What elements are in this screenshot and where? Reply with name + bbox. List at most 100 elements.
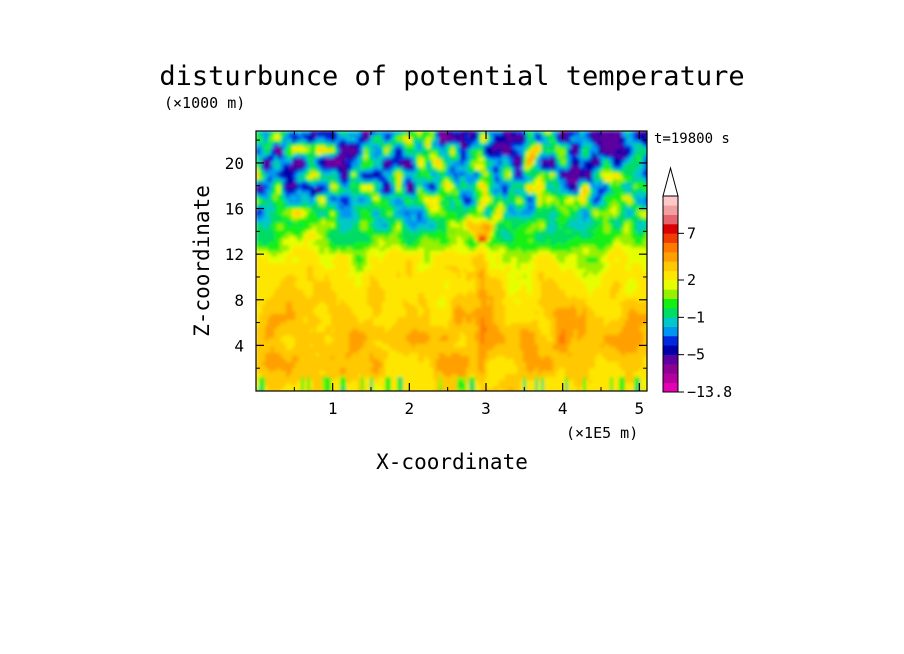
heatmap-cell [280,134,284,138]
heatmap-cell [403,338,407,342]
heatmap-cell [289,281,293,285]
heatmap-cell [265,239,269,243]
heatmap-cell [397,185,401,189]
heatmap-cell [325,266,329,270]
heatmap-cell [340,224,344,228]
heatmap-cell [313,335,317,339]
heatmap-cell [376,350,380,354]
heatmap-cell [424,236,428,240]
heatmap-cell [346,257,350,261]
heatmap-cell [304,326,308,330]
heatmap-cell [337,305,341,309]
heatmap-cell [322,353,326,357]
heatmap-cell [349,158,353,162]
heatmap-cell [289,161,293,165]
heatmap-cell [292,305,296,309]
heatmap-cell [280,140,284,144]
heatmap-cell [304,227,308,231]
heatmap-cell [400,251,404,255]
heatmap-cell [328,335,332,339]
heatmap-cell [325,143,329,147]
heatmap-cell [391,281,395,285]
heatmap-cell [292,344,296,348]
heatmap-cell [337,146,341,150]
heatmap-cell [301,251,305,255]
heatmap-cell [349,362,353,366]
heatmap-cell [298,182,302,186]
heatmap-cell [316,266,320,270]
heatmap-cell [364,377,368,381]
heatmap-cell [289,167,293,171]
heatmap-cell [391,254,395,258]
heatmap-cell [409,227,413,231]
heatmap-cell [409,305,413,309]
heatmap-cell [286,257,290,261]
heatmap-cell [337,143,341,147]
heatmap-cell [307,302,311,306]
heatmap-cell [319,275,323,279]
heatmap-cell [292,353,296,357]
heatmap-cell [424,239,428,243]
heatmap-cell [340,146,344,150]
heatmap-cell [421,287,425,291]
heatmap-cell [406,191,410,195]
heatmap-cell [319,296,323,300]
heatmap-cell [286,158,290,162]
heatmap-cell [286,383,290,387]
heatmap-cell [301,218,305,222]
heatmap-cell [331,170,335,174]
heatmap-cell [289,377,293,381]
heatmap-cell [304,359,308,363]
heatmap-cell [373,275,377,279]
heatmap-cell [346,338,350,342]
heatmap-cell [358,218,362,222]
heatmap-cell [268,230,272,234]
heatmap-cell [298,359,302,363]
heatmap-cell [316,185,320,189]
heatmap-cell [301,365,305,369]
heatmap-cell [298,314,302,318]
heatmap-cell [412,140,416,144]
heatmap-cell [385,236,389,240]
heatmap-cell [412,215,416,219]
heatmap-cell [328,290,332,294]
heatmap-cell [328,272,332,276]
heatmap-cell [325,167,329,171]
heatmap-cell [418,197,422,201]
heatmap-cell [331,266,335,270]
heatmap-cell [346,200,350,204]
heatmap-cell [331,158,335,162]
heatmap-cell [412,356,416,360]
heatmap-cell [403,215,407,219]
heatmap-cell [286,185,290,189]
heatmap-cell [283,377,287,381]
heatmap-cell [427,233,431,237]
heatmap-cell [355,245,359,249]
heatmap-cell [388,173,392,177]
heatmap-cell [274,299,278,303]
heatmap-cell [376,260,380,264]
heatmap-cell [421,389,425,391]
heatmap-cell [331,236,335,240]
heatmap-cell [292,266,296,270]
heatmap-cell [352,146,356,150]
heatmap-cell [256,239,260,243]
heatmap-cell [307,341,311,345]
heatmap-cell [367,269,371,273]
heatmap-cell [325,341,329,345]
heatmap-cell [409,194,413,198]
heatmap-cell [304,350,308,354]
heatmap-cell [325,338,329,342]
heatmap-cell [331,317,335,321]
heatmap-cell [268,143,272,147]
heatmap-cell [289,365,293,369]
heatmap-cell [400,287,404,291]
heatmap-cell [385,200,389,204]
heatmap-cell [415,221,419,225]
heatmap-cell [286,284,290,288]
heatmap-cell [355,215,359,219]
heatmap-cell [352,284,356,288]
heatmap-cell [406,242,410,246]
heatmap-cell [325,320,329,324]
heatmap-cell [373,263,377,267]
